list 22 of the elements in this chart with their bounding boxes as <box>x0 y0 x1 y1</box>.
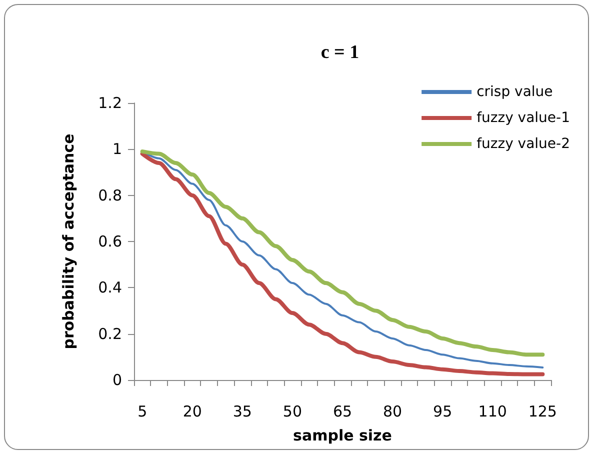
y-tick-label: 0.2 <box>98 324 122 343</box>
y-tick-label: 0.6 <box>98 232 122 250</box>
y-tick-label: 0.8 <box>98 186 122 204</box>
y-tick-label: 1 <box>112 140 122 158</box>
legend-label: crisp value <box>476 84 553 100</box>
legend-label: fuzzy value-1 <box>476 110 570 126</box>
x-tick-label: 95 <box>433 402 452 420</box>
x-axis-title: sample size <box>293 426 392 444</box>
x-tick-label: 50 <box>282 402 302 420</box>
y-axis-title: probability of acceptance <box>60 134 78 350</box>
y-tick-label: 0.4 <box>98 278 122 297</box>
x-tick-label: 125 <box>528 402 557 420</box>
x-tick-label: 35 <box>232 402 252 420</box>
x-tick-label: 5 <box>138 402 148 420</box>
x-tick-label: 65 <box>332 402 352 420</box>
y-tick-label: 1.2 <box>98 94 122 112</box>
x-tick-label: 110 <box>478 402 507 420</box>
x-tick-label: 80 <box>382 402 402 420</box>
chart-title: c = 1 <box>320 42 360 63</box>
x-tick-label: 20 <box>182 402 202 420</box>
y-tick-label: 0 <box>112 371 122 389</box>
legend-label: fuzzy value-2 <box>476 136 570 152</box>
